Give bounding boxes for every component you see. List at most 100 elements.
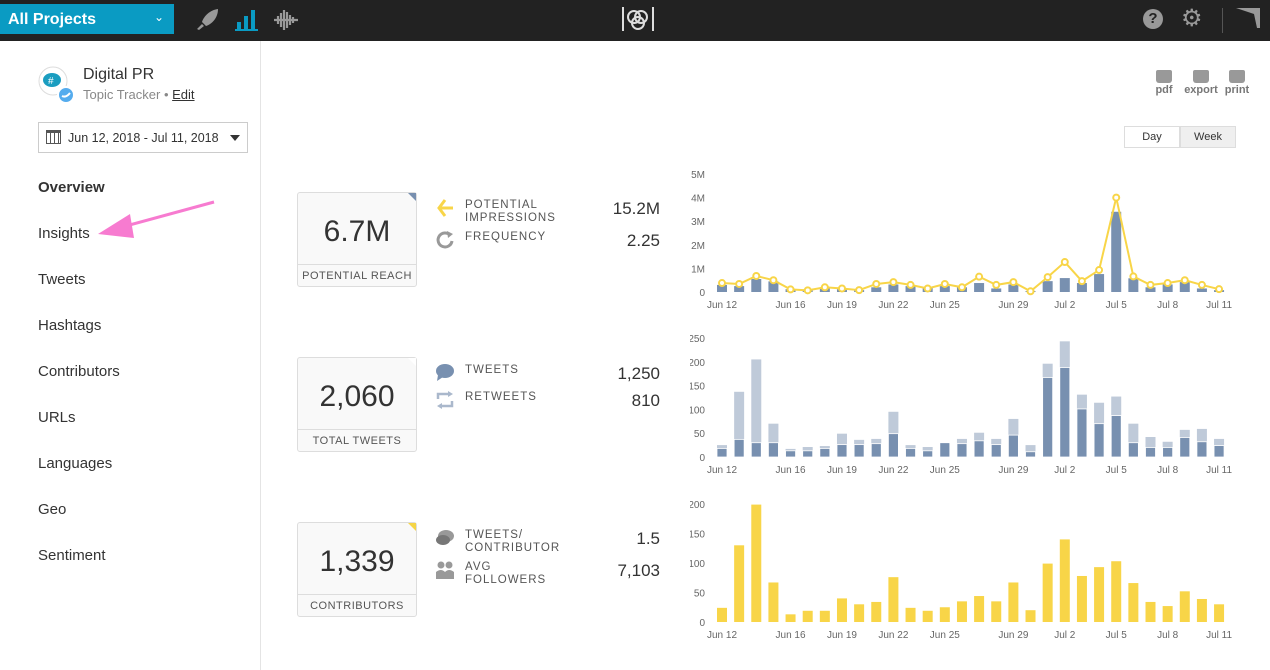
download-icon	[1156, 70, 1172, 83]
impressions-point	[1146, 280, 1155, 289]
tweets-bar	[905, 448, 916, 458]
tweets-bar	[1042, 377, 1054, 458]
impressions-point	[1197, 280, 1206, 289]
x-tick-label: Jul 2	[1054, 465, 1076, 476]
impressions-point	[906, 280, 915, 289]
tweets-bar	[1162, 447, 1174, 458]
tracker-subtitle: Topic Tracker • Edit	[83, 87, 195, 102]
tweets-bar	[887, 433, 899, 458]
flag-icon[interactable]	[1236, 8, 1260, 30]
metric-label: POTENTIAL IMPRESSIONS	[465, 199, 556, 224]
help-icon[interactable]: ?	[1143, 9, 1163, 29]
waveform-icon[interactable]	[273, 8, 299, 32]
metric-value: 810	[631, 391, 660, 410]
contributors-bar	[871, 601, 882, 622]
export-button[interactable]: export	[1183, 70, 1219, 96]
nav-languages[interactable]: Languages	[38, 455, 113, 472]
x-tick-label: Jun 25	[930, 300, 960, 311]
metric-card[interactable]: 2,060 TOTAL TWEETS	[297, 357, 417, 452]
reach-bar	[1042, 281, 1053, 292]
metric-big-value: 6.7M	[323, 215, 391, 248]
tweets-bar	[733, 438, 745, 458]
tweets-bar	[785, 450, 796, 458]
x-tick-label: Jul 11	[1206, 300, 1232, 311]
gear-icon[interactable]: ⚙	[1181, 5, 1203, 32]
y-tick-label: 3M	[691, 217, 705, 228]
brand-logo-icon[interactable]	[621, 5, 655, 33]
date-range-picker[interactable]: Jun 12, 2018 - Jul 11, 2018	[38, 122, 248, 153]
x-tick-label: Jun 25	[930, 465, 960, 476]
tweets-bar	[819, 448, 831, 458]
nav-tweets[interactable]: Tweets	[38, 271, 86, 288]
y-tick-label: 0	[699, 453, 705, 464]
metric-label: AVG FOLLOWERS	[465, 561, 547, 586]
nav-urls[interactable]: URLs	[38, 409, 76, 426]
edit-link[interactable]: Edit	[172, 87, 195, 102]
tweets-bar	[716, 448, 728, 458]
retweets-bar	[768, 423, 779, 457]
impressions-point	[1009, 278, 1018, 287]
tweets-bar	[1110, 415, 1122, 458]
metric-card[interactable]: 6.7M POTENTIAL REACH	[297, 192, 417, 287]
nav-hashtags[interactable]: Hashtags	[38, 317, 102, 334]
tweets-chart: 0 50 100 150 200 250 Jun 12 Jun 16 Jun 19 Jun 22 J…	[690, 334, 1232, 476]
people-icon	[436, 561, 454, 579]
y-tick-label: 0	[699, 618, 705, 629]
reach-bar	[974, 283, 985, 292]
nav-overview[interactable]: Overview	[38, 179, 105, 196]
reach-bar	[1094, 274, 1105, 292]
x-tick-label: Jul 8	[1157, 300, 1179, 311]
y-tick-label: 50	[694, 589, 706, 600]
top-bar: All Projects ⌄ ? ⚙	[0, 0, 1270, 41]
bar-chart-icon[interactable]	[234, 8, 260, 32]
tracker-type: Topic Tracker	[83, 87, 161, 102]
x-tick-label: Jun 16	[776, 630, 806, 641]
impressions-point	[718, 279, 726, 288]
contributors-bar	[854, 604, 865, 622]
nav-insights[interactable]: Insights	[38, 225, 90, 242]
impressions-point	[889, 278, 898, 287]
contributors-bar	[1025, 610, 1036, 622]
project-selector[interactable]: All Projects ⌄	[0, 4, 174, 34]
metric-value: 7,103	[617, 561, 660, 580]
tweets-bar	[990, 444, 1002, 458]
day-button[interactable]: Day	[1124, 126, 1180, 148]
reach-bar	[871, 287, 882, 292]
contributors-bar	[905, 607, 916, 622]
speech-bubble-icon	[436, 364, 454, 381]
nav-contributors[interactable]: Contributors	[38, 363, 120, 380]
nav-sentiment[interactable]: Sentiment	[38, 547, 106, 564]
x-tick-label: Jun 29	[998, 630, 1028, 641]
tweets-bar	[1007, 434, 1019, 458]
week-button[interactable]: Week	[1180, 126, 1236, 148]
tweets-bar	[973, 440, 985, 458]
calendar-icon	[46, 130, 61, 144]
contributors-bar	[922, 610, 933, 622]
reach-bar	[1162, 284, 1173, 292]
impressions-point	[957, 283, 966, 292]
y-tick-label: 100	[690, 405, 705, 416]
contributors-bar	[956, 601, 967, 622]
pdf-button[interactable]: pdf	[1148, 70, 1180, 96]
x-tick-label: Jul 11	[1206, 465, 1232, 476]
refresh-icon	[436, 231, 454, 249]
y-tick-label: 2M	[691, 241, 705, 252]
tweets-bar	[956, 443, 968, 458]
rocket-icon[interactable]	[194, 8, 220, 32]
reach-bar	[888, 284, 899, 292]
impressions-point	[1077, 277, 1086, 286]
retweets-bar	[1128, 423, 1139, 457]
print-button[interactable]: print	[1221, 70, 1253, 96]
nav-geo[interactable]: Geo	[38, 501, 67, 518]
contributors-bar	[1111, 561, 1122, 622]
metric-card[interactable]: 1,339 CONTRIBUTORS	[297, 522, 417, 617]
impressions-point	[735, 279, 744, 288]
impressions-point	[1095, 266, 1104, 275]
y-tick-label: 100	[690, 559, 705, 570]
tweets-bar	[853, 444, 865, 458]
contributors-bar	[1196, 598, 1207, 622]
impressions-point	[1215, 285, 1224, 294]
y-tick-label: 0	[699, 288, 705, 299]
reach-bar	[1059, 278, 1070, 292]
tweets-bar	[870, 443, 882, 458]
